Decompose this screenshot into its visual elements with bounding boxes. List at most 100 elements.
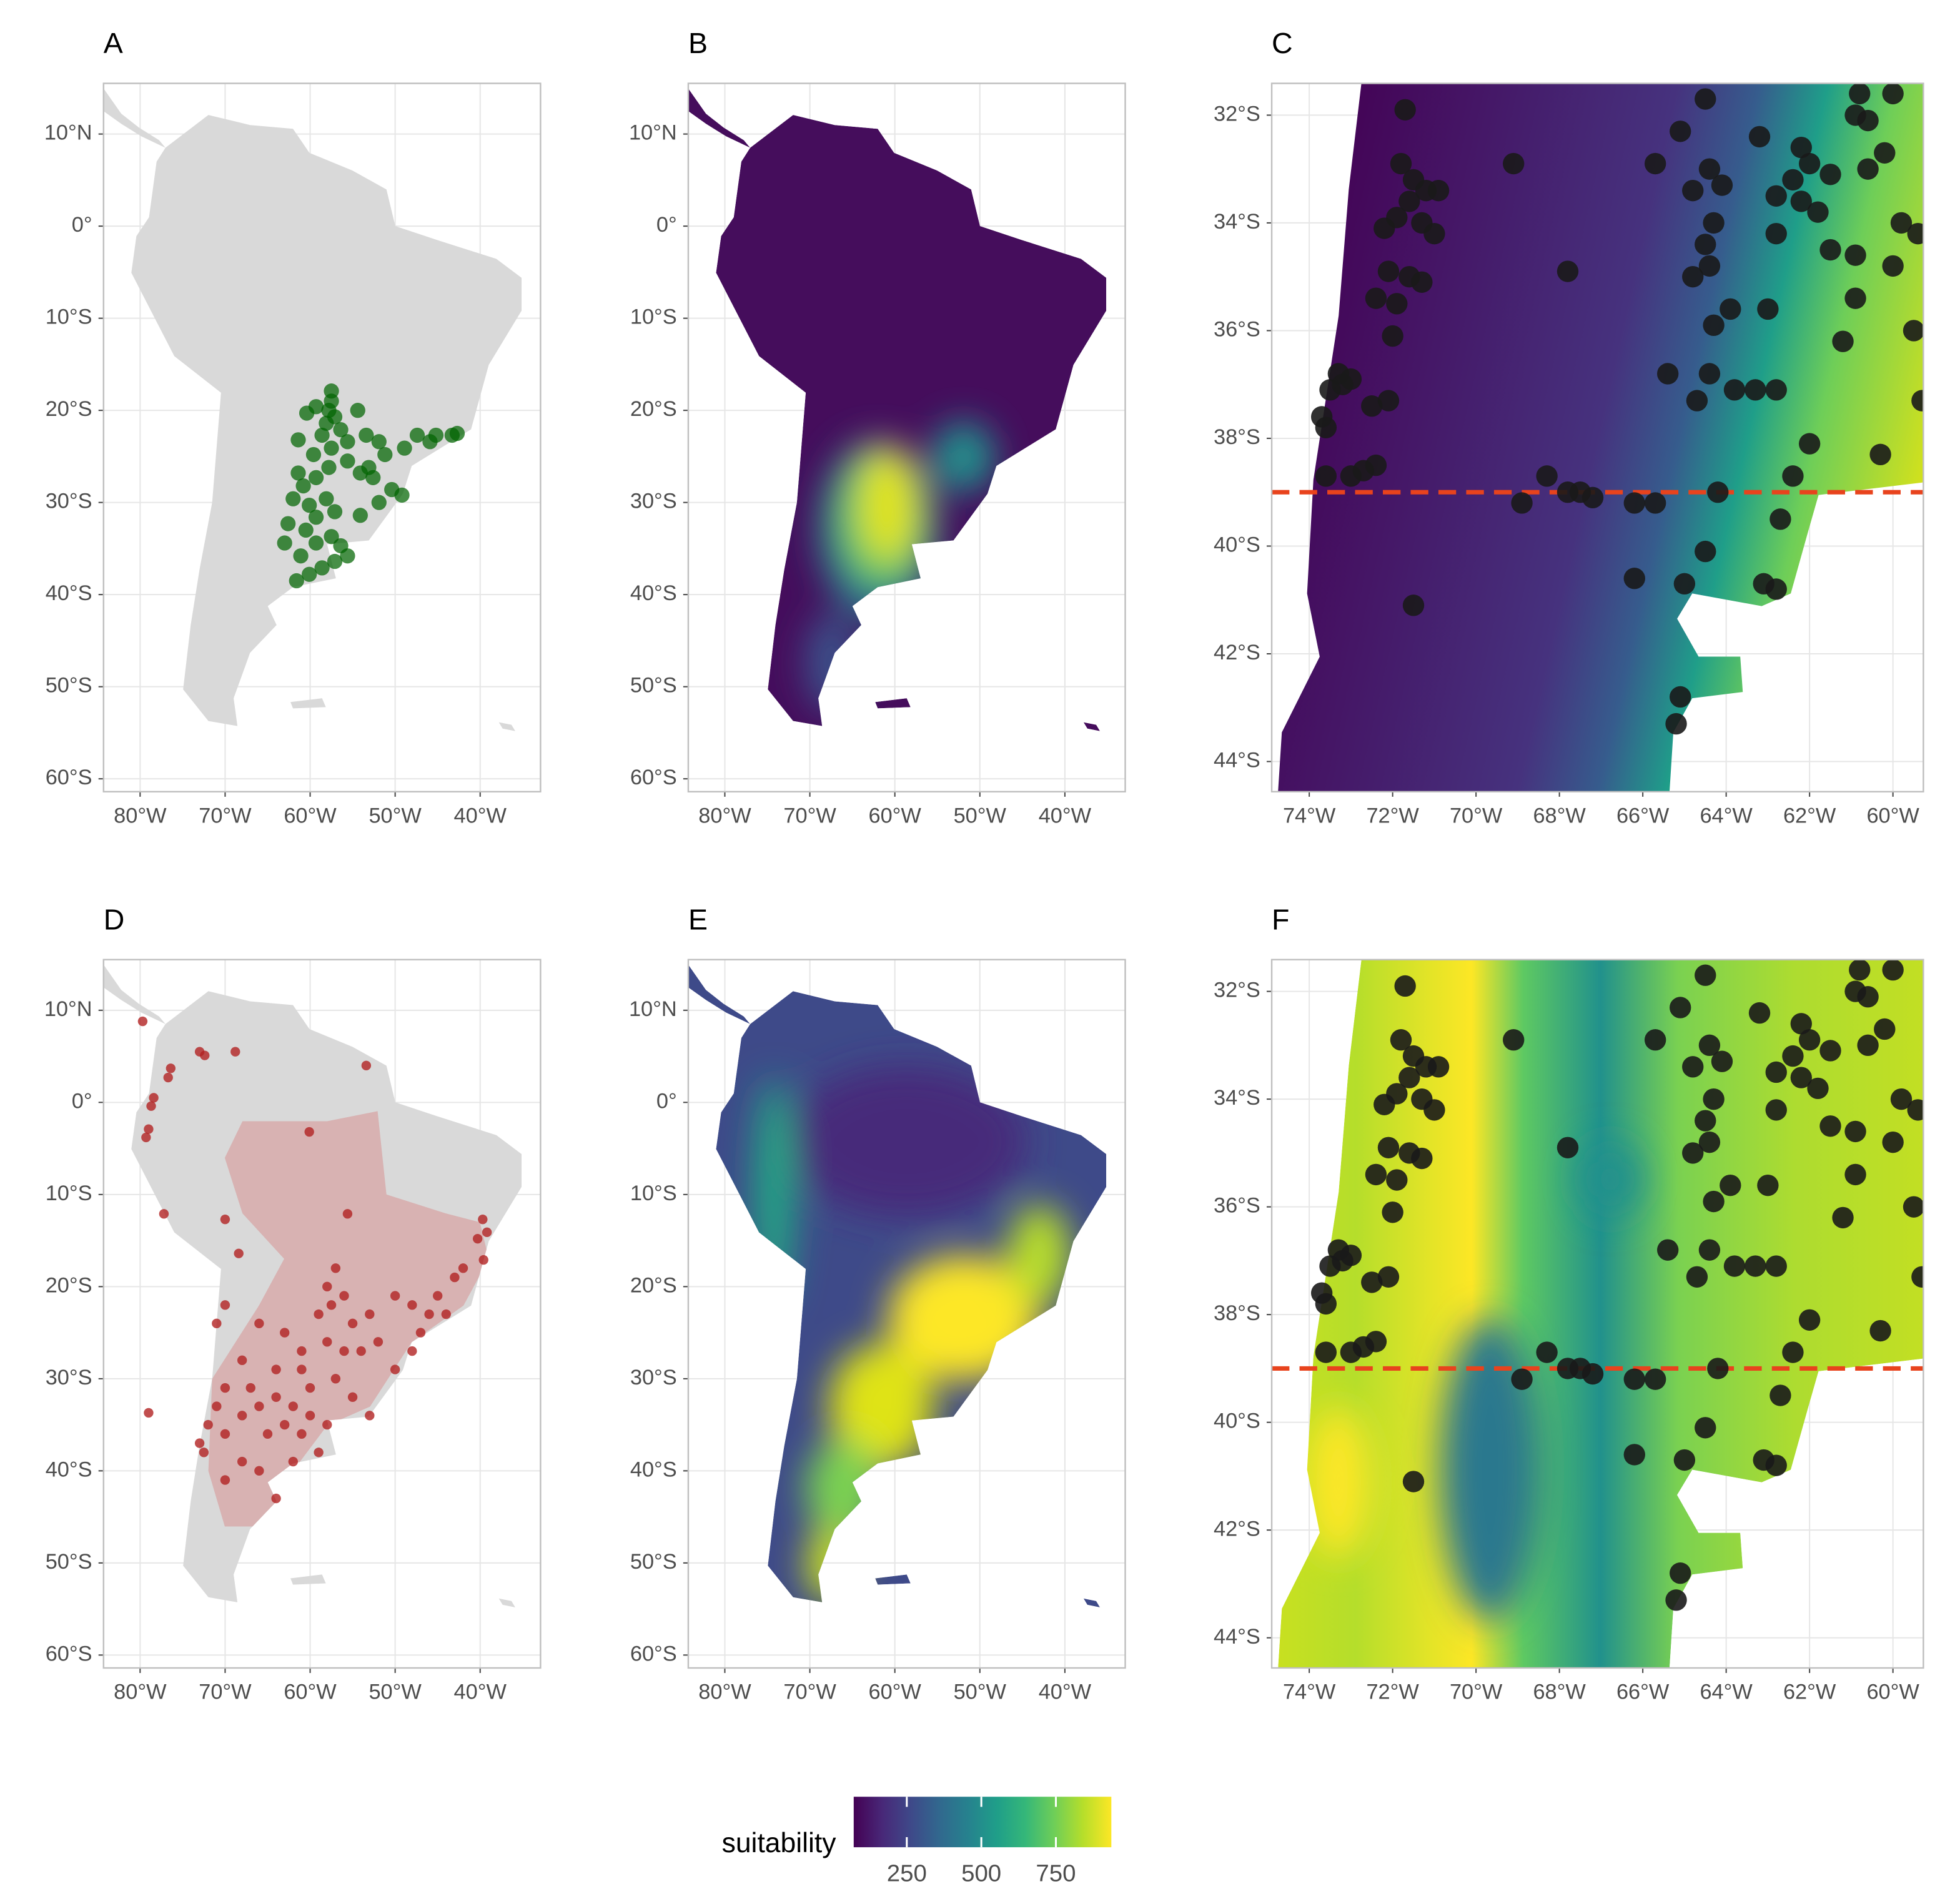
occurrence-point: [277, 535, 292, 551]
occurrence-point: [271, 1364, 281, 1374]
occurrence-point: [1819, 239, 1841, 261]
panel-marks: [137, 1016, 492, 1504]
occurrence-point: [407, 1300, 417, 1310]
occurrence-point: [1623, 1368, 1645, 1390]
occurrence-point: [280, 516, 296, 531]
occurrence-point: [1907, 222, 1924, 245]
occurrence-point: [293, 548, 309, 564]
occurrence-point: [290, 465, 306, 481]
occurrence-point: [1790, 136, 1812, 159]
occurrence-point: [1695, 234, 1716, 255]
occurrence-point: [1869, 1319, 1891, 1342]
occurrence-point: [1365, 454, 1387, 476]
occurrence-point: [322, 1419, 332, 1430]
occurrence-point: [1782, 1341, 1804, 1363]
occurrence-point: [339, 1346, 349, 1356]
occurrence-point: [1723, 379, 1746, 401]
occurrence-point: [1670, 1562, 1691, 1584]
x-tick-label: 74°W: [1283, 1680, 1336, 1704]
y-tick-label: 44°S: [1214, 749, 1260, 772]
occurrence-point: [1386, 293, 1408, 315]
occurrence-point: [1874, 142, 1896, 164]
y-tick-label: 36°S: [1214, 1194, 1260, 1218]
occurrence-point: [298, 522, 314, 538]
occurrence-point: [1907, 1099, 1924, 1121]
occurrence-point: [1874, 1018, 1896, 1040]
occurrence-point: [1670, 686, 1691, 708]
y-tick-label: 0°: [656, 1089, 677, 1113]
occurrence-point: [397, 440, 412, 456]
y-tick-label: 60°S: [630, 766, 677, 789]
y-tick-label: 10°S: [46, 1181, 92, 1205]
y-tick-label: 10°S: [630, 1181, 677, 1205]
occurrence-point: [234, 1248, 244, 1258]
occurrence-point: [1315, 1341, 1337, 1363]
occurrence-point: [340, 548, 355, 564]
y-tick-label: 60°S: [630, 1642, 677, 1665]
y-tick-label: 34°S: [1214, 1086, 1260, 1110]
occurrence-point: [1365, 1331, 1387, 1353]
occurrence-point: [1765, 379, 1787, 401]
occurrence-point: [1427, 1056, 1450, 1078]
occurrence-point: [458, 1263, 468, 1273]
occurrence-point: [478, 1255, 488, 1265]
panel-border: [687, 959, 1126, 1669]
occurrence-point: [1798, 1029, 1821, 1051]
x-tick-label: 62°W: [1783, 1680, 1836, 1704]
occurrence-point: [390, 1291, 400, 1301]
occurrence-point: [220, 1429, 230, 1439]
occurrence-point: [1315, 1293, 1337, 1315]
occurrence-point: [1402, 1471, 1425, 1492]
occurrence-point: [1377, 260, 1400, 282]
occurrence-point: [212, 1318, 222, 1329]
legend-title: suitability: [722, 1828, 837, 1858]
occurrence-point: [237, 1456, 247, 1467]
occurrence-point: [144, 1408, 154, 1418]
occurrence-point: [1748, 1002, 1771, 1024]
y-tick-label: 10°S: [630, 305, 677, 329]
occurrence-point: [1703, 212, 1725, 234]
occurrence-point: [1798, 433, 1821, 455]
x-tick-label: 70°W: [199, 804, 252, 827]
y-tick-label: 50°S: [630, 674, 677, 698]
x-tick-label: 60°W: [284, 1680, 337, 1704]
occurrence-point: [1377, 1266, 1400, 1288]
occurrence-point: [1844, 287, 1866, 309]
occurrence-point: [339, 1291, 349, 1301]
panel-border: [1270, 959, 1924, 1669]
occurrence-point: [1682, 265, 1704, 288]
y-tick-label: 32°S: [1214, 979, 1260, 1002]
x-tick-label: 40°W: [454, 804, 507, 827]
occurrence-point: [1698, 363, 1721, 385]
occurrence-point: [394, 487, 410, 503]
occurrence-point: [330, 1374, 341, 1384]
occurrence-point: [146, 1101, 156, 1111]
occurrence-point: [1382, 325, 1403, 347]
occurrence-point: [1819, 1115, 1841, 1137]
occurrence-point: [1757, 298, 1779, 320]
occurrence-point: [1790, 190, 1812, 212]
occurrence-point: [1315, 465, 1337, 487]
x-tick-label: 68°W: [1533, 1680, 1586, 1704]
occurrence-point: [433, 1291, 443, 1301]
occurrence-point: [271, 1392, 281, 1403]
occurrence-point: [1503, 1029, 1525, 1051]
occurrence-point: [1698, 1131, 1721, 1153]
y-tick-label: 40°S: [46, 581, 92, 605]
occurrence-point: [1698, 1239, 1721, 1261]
occurrence-point: [220, 1383, 230, 1393]
colorbar-tick-label: 750: [1036, 1860, 1076, 1887]
occurrence-point: [1557, 1137, 1579, 1158]
occurrence-point: [1890, 1088, 1913, 1110]
occurrence-point: [1365, 1163, 1387, 1186]
occurrence-point: [478, 1214, 488, 1225]
occurrence-point: [1698, 1034, 1721, 1057]
x-tick-label: 80°W: [114, 804, 167, 827]
top-layer: A 80°W 70°W 60°W 50°W 40°W 10°N 0° 10°S 20°S 30°S 4…: [44, 27, 1924, 1887]
occurrence-point: [377, 446, 393, 463]
occurrence-point: [254, 1318, 264, 1329]
x-tick-label: 60°W: [868, 1680, 921, 1704]
occurrence-point: [1644, 492, 1666, 514]
y-tick-label: 30°S: [46, 1366, 92, 1389]
occurrence-point: [1844, 1163, 1866, 1186]
